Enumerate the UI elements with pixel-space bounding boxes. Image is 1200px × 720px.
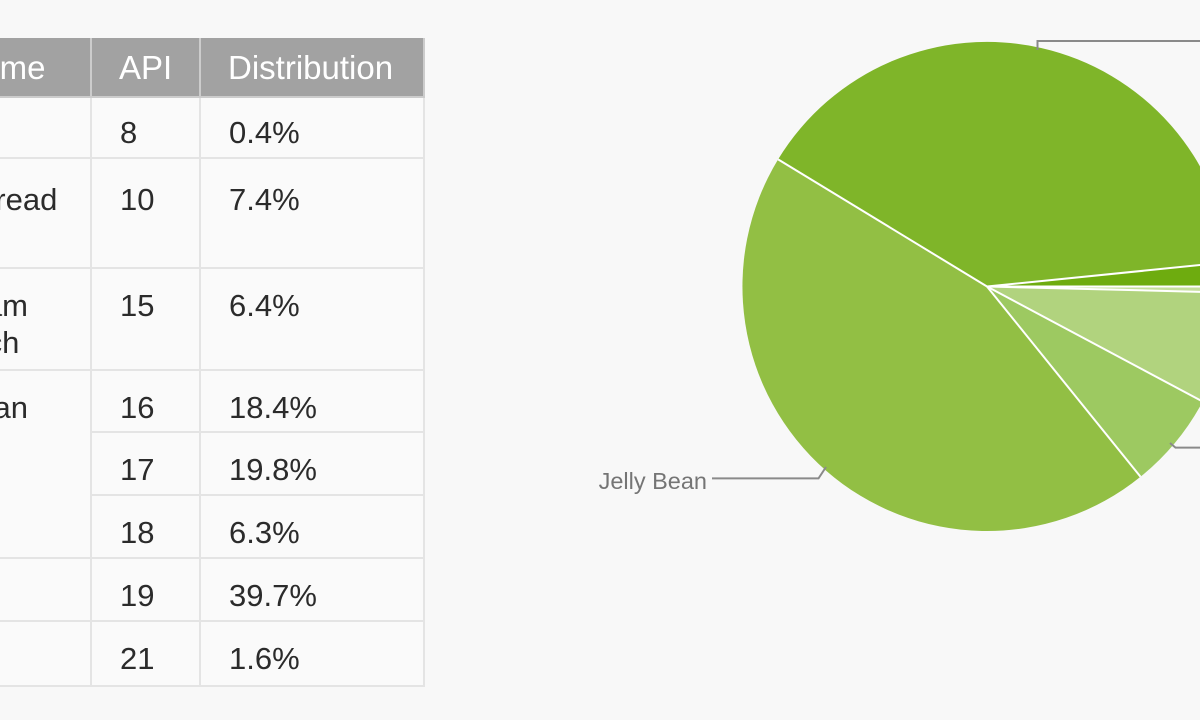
svg-text:Jelly Bean: Jelly Bean — [599, 468, 707, 494]
